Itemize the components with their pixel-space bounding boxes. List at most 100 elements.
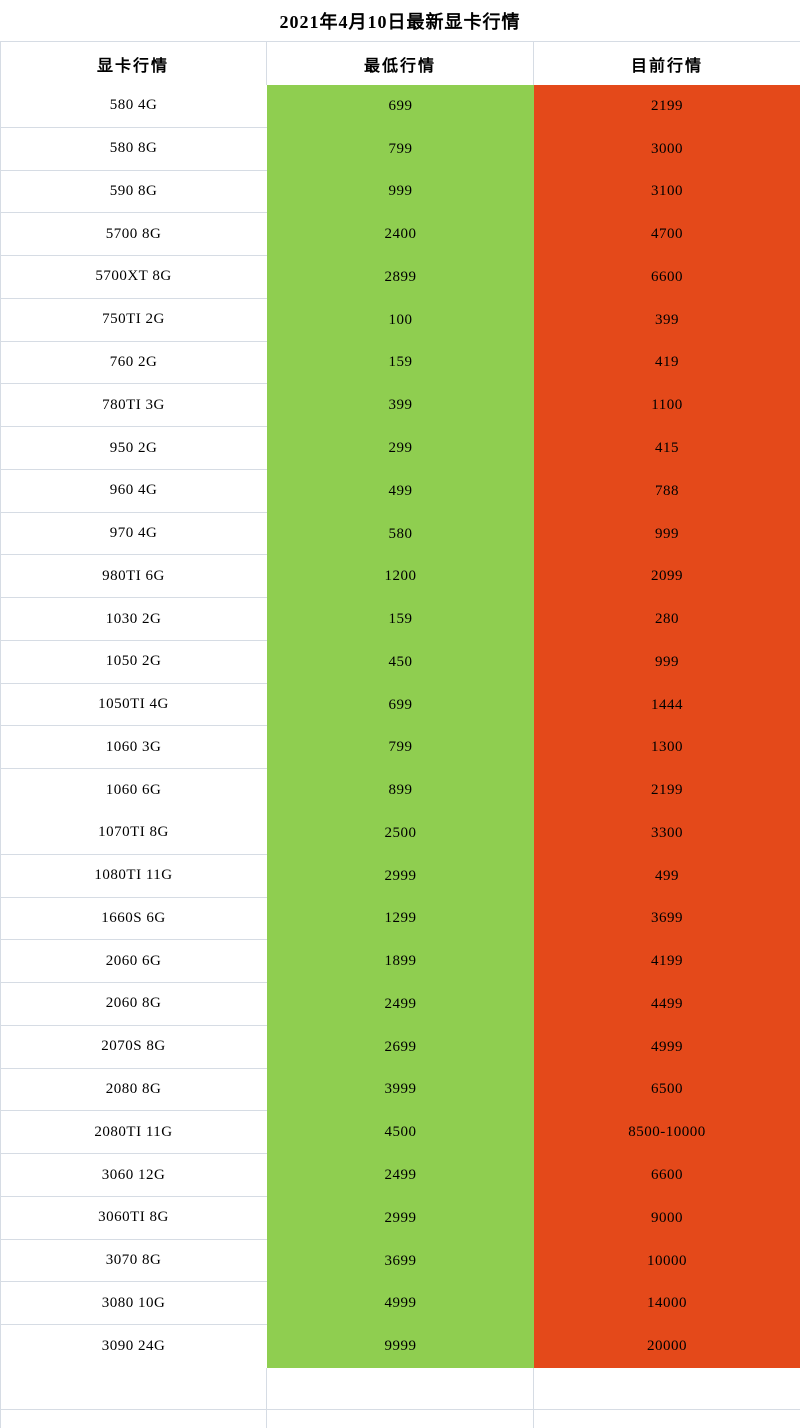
current-price-cell: 10000 bbox=[534, 1239, 800, 1283]
lowest-price-cell: 399 bbox=[267, 384, 534, 428]
gpu-name-cell: 590 8G bbox=[0, 171, 267, 214]
table-body: 580 4G 699 2199 580 8G 799 3000 590 8G 999 3100 5… bbox=[0, 85, 800, 1368]
table-row: 760 2G 159 419 bbox=[0, 341, 800, 385]
lowest-price-cell: 499 bbox=[267, 469, 534, 513]
lowest-price-cell: 1200 bbox=[267, 555, 534, 599]
table-row: 970 4G 580 999 bbox=[0, 512, 800, 556]
table-row: 3090 24G 9999 20000 bbox=[0, 1325, 800, 1368]
table-row: 2070S 8G 2699 4999 bbox=[0, 1025, 800, 1069]
table-row: 2080TI 11G 4500 8500-10000 bbox=[0, 1111, 800, 1155]
lowest-price-cell: 699 bbox=[267, 683, 534, 727]
table-row: 5700 8G 2400 4700 bbox=[0, 213, 800, 257]
current-price-cell: 6600 bbox=[534, 1154, 800, 1197]
header-current-price-column: 目前行情 bbox=[630, 57, 703, 75]
current-price-cell: 2199 bbox=[534, 769, 800, 813]
lowest-price-cell: 799 bbox=[267, 127, 534, 171]
current-price-cell: 8500-10000 bbox=[534, 1111, 800, 1155]
lowest-price-cell: 2899 bbox=[267, 256, 534, 299]
current-price-cell: 999 bbox=[534, 512, 800, 556]
lowest-price-cell: 3999 bbox=[267, 1068, 534, 1112]
table-row: 3080 10G 4999 14000 bbox=[0, 1282, 800, 1326]
lowest-price-cell: 100 bbox=[267, 298, 534, 342]
current-price-cell: 4700 bbox=[534, 213, 800, 257]
gpu-name-cell: 2070S 8G bbox=[0, 1026, 267, 1069]
current-price-cell: 1444 bbox=[534, 683, 800, 727]
gpu-name-cell: 2080TI 11G bbox=[0, 1111, 267, 1155]
lowest-price-cell: 799 bbox=[267, 726, 534, 770]
lowest-price-cell: 1899 bbox=[267, 940, 534, 984]
gpu-name-cell: 750TI 2G bbox=[0, 299, 267, 342]
current-price-cell: 3100 bbox=[534, 170, 800, 214]
table-row: 590 8G 999 3100 bbox=[0, 170, 800, 214]
table-title: 2021年4月10日最新显卡行情 bbox=[0, 0, 800, 42]
table-row: 1060 3G 799 1300 bbox=[0, 726, 800, 770]
gpu-name-cell: 3090 24G bbox=[101, 1338, 166, 1355]
gpu-name-cell: 950 2G bbox=[0, 427, 267, 470]
gpu-name-cell: 1050TI 4G bbox=[0, 684, 267, 727]
lowest-price-cell: 899 bbox=[267, 769, 534, 813]
current-price-cell: 3300 bbox=[534, 812, 800, 855]
empty-cell bbox=[534, 1368, 800, 1409]
table-row: 1050 2G 450 999 bbox=[0, 640, 800, 684]
lowest-price-cell: 159 bbox=[267, 598, 534, 641]
empty-cell bbox=[267, 1367, 534, 1409]
lowest-price-cell: 4999 bbox=[267, 1282, 534, 1326]
gpu-name-cell: 3070 8G bbox=[0, 1240, 267, 1283]
current-price-cell: 4199 bbox=[534, 940, 800, 984]
lowest-price-cell: 2500 bbox=[267, 812, 534, 855]
current-price-cell: 3000 bbox=[534, 127, 800, 171]
gpu-name-cell: 1070TI 8G bbox=[0, 812, 267, 855]
table-row: 1060 6G 899 2199 bbox=[0, 769, 800, 813]
current-price-cell: 4999 bbox=[534, 1025, 800, 1069]
empty-cell bbox=[0, 1367, 267, 1409]
table-row: 1050TI 4G 699 1444 bbox=[0, 683, 800, 727]
lowest-price-cell: 2999 bbox=[267, 854, 534, 898]
gpu-name-cell: 2060 8G bbox=[0, 983, 267, 1026]
gpu-name-cell: 1060 3G bbox=[0, 726, 267, 770]
current-price-cell: 1300 bbox=[534, 726, 800, 770]
lowest-price-cell: 2400 bbox=[267, 213, 534, 257]
gpu-name-cell: 2060 6G bbox=[0, 940, 267, 984]
current-price-cell: 788 bbox=[534, 469, 800, 513]
table-header: 显卡行情 最低行情 目前行情 bbox=[0, 42, 800, 85]
table-row: 1070TI 8G 2500 3300 bbox=[0, 812, 800, 855]
gpu-name-cell: 1030 2G bbox=[0, 598, 267, 641]
header-lowest-price-column: 最低行情 bbox=[267, 42, 534, 85]
table-row: 750TI 2G 100 399 bbox=[0, 298, 800, 342]
table-row: 580 4G 699 2199 bbox=[0, 85, 800, 128]
current-price-cell: 399 bbox=[534, 298, 800, 342]
header-gpu-column: 显卡行情 bbox=[0, 42, 267, 85]
gpu-name-cell: 5700 8G bbox=[0, 213, 267, 257]
lowest-price-cell: 9999 bbox=[267, 1325, 534, 1368]
gpu-name-cell: 1660S 6G bbox=[0, 898, 267, 941]
current-price-cell: 3699 bbox=[534, 897, 800, 941]
current-price-cell: 1100 bbox=[534, 384, 800, 428]
table-row: 3070 8G 3699 10000 bbox=[0, 1239, 800, 1283]
table-row: 580 8G 799 3000 bbox=[0, 127, 800, 171]
table-row: 2060 6G 1899 4199 bbox=[0, 940, 800, 984]
current-price-cell: 999 bbox=[534, 640, 800, 684]
current-price-cell: 9000 bbox=[534, 1196, 800, 1240]
lowest-price-cell: 1299 bbox=[267, 897, 534, 941]
lowest-price-cell: 2499 bbox=[267, 1154, 534, 1197]
lowest-price-cell: 159 bbox=[267, 341, 534, 385]
empty-cell bbox=[267, 1409, 534, 1428]
empty-row bbox=[0, 1409, 800, 1428]
lowest-price-cell: 2999 bbox=[267, 1196, 534, 1240]
table-row: 3060TI 8G 2999 9000 bbox=[0, 1196, 800, 1240]
table-row: 2080 8G 3999 6500 bbox=[0, 1068, 800, 1112]
gpu-name-cell: 760 2G bbox=[0, 342, 267, 385]
table-row: 960 4G 499 788 bbox=[0, 469, 800, 513]
current-price-cell: 14000 bbox=[534, 1282, 800, 1326]
gpu-name-cell: 2080 8G bbox=[0, 1069, 267, 1112]
gpu-name-cell: 1050 2G bbox=[0, 641, 267, 684]
lowest-price-cell: 3699 bbox=[267, 1239, 534, 1283]
gpu-name-cell: 3080 10G bbox=[0, 1282, 267, 1326]
current-price-cell: 2199 bbox=[534, 85, 800, 128]
gpu-name-cell: 780TI 3G bbox=[0, 384, 267, 428]
current-price-cell: 419 bbox=[534, 341, 800, 385]
current-price-cell: 4499 bbox=[534, 983, 800, 1026]
empty-cell bbox=[534, 1410, 800, 1428]
current-price-cell: 415 bbox=[534, 427, 800, 470]
current-price-cell: 6500 bbox=[534, 1068, 800, 1112]
